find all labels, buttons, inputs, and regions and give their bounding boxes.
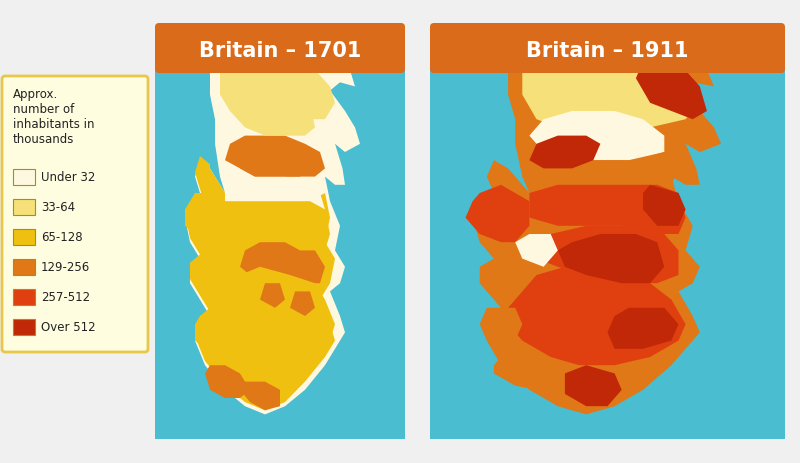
Polygon shape xyxy=(522,153,678,185)
Polygon shape xyxy=(240,382,280,410)
Text: Over 512: Over 512 xyxy=(41,321,96,334)
Polygon shape xyxy=(225,177,325,218)
Polygon shape xyxy=(185,30,360,414)
Polygon shape xyxy=(225,79,315,136)
Text: 33-64: 33-64 xyxy=(41,201,75,214)
Polygon shape xyxy=(643,185,686,226)
Polygon shape xyxy=(225,30,300,79)
Polygon shape xyxy=(240,144,310,177)
Polygon shape xyxy=(260,283,285,308)
Polygon shape xyxy=(480,308,522,349)
Text: Britain – 1911: Britain – 1911 xyxy=(526,41,689,61)
Polygon shape xyxy=(530,136,600,169)
Text: 65-128: 65-128 xyxy=(41,231,82,244)
Polygon shape xyxy=(530,226,678,283)
FancyBboxPatch shape xyxy=(430,30,785,439)
Polygon shape xyxy=(636,55,707,120)
Text: Britain – 1701: Britain – 1701 xyxy=(199,41,361,61)
Polygon shape xyxy=(522,30,700,128)
FancyBboxPatch shape xyxy=(2,77,148,352)
FancyBboxPatch shape xyxy=(155,30,405,439)
Text: Under 32: Under 32 xyxy=(41,171,95,184)
Polygon shape xyxy=(225,202,330,251)
FancyBboxPatch shape xyxy=(13,289,35,305)
FancyBboxPatch shape xyxy=(13,169,35,186)
Polygon shape xyxy=(530,185,686,234)
Polygon shape xyxy=(185,194,225,243)
FancyBboxPatch shape xyxy=(155,24,405,74)
Polygon shape xyxy=(558,234,664,283)
Text: 129-256: 129-256 xyxy=(41,261,90,274)
Polygon shape xyxy=(565,365,622,407)
Polygon shape xyxy=(240,243,325,283)
Polygon shape xyxy=(230,267,335,349)
Polygon shape xyxy=(205,365,250,398)
Polygon shape xyxy=(290,292,315,316)
Polygon shape xyxy=(473,30,721,414)
Polygon shape xyxy=(466,185,530,243)
FancyBboxPatch shape xyxy=(430,24,785,74)
FancyBboxPatch shape xyxy=(13,200,35,216)
Polygon shape xyxy=(508,267,686,365)
Polygon shape xyxy=(185,157,335,410)
FancyBboxPatch shape xyxy=(13,259,35,275)
Polygon shape xyxy=(515,234,558,267)
Polygon shape xyxy=(530,112,664,161)
Polygon shape xyxy=(225,136,325,177)
Polygon shape xyxy=(240,38,320,95)
Text: 257-512: 257-512 xyxy=(41,291,90,304)
Polygon shape xyxy=(195,308,225,349)
Text: Approx.
number of
inhabitants in
thousands: Approx. number of inhabitants in thousan… xyxy=(13,88,94,146)
Polygon shape xyxy=(607,308,678,349)
Polygon shape xyxy=(494,357,558,390)
Polygon shape xyxy=(220,46,335,120)
FancyBboxPatch shape xyxy=(13,319,35,335)
FancyBboxPatch shape xyxy=(13,230,35,245)
